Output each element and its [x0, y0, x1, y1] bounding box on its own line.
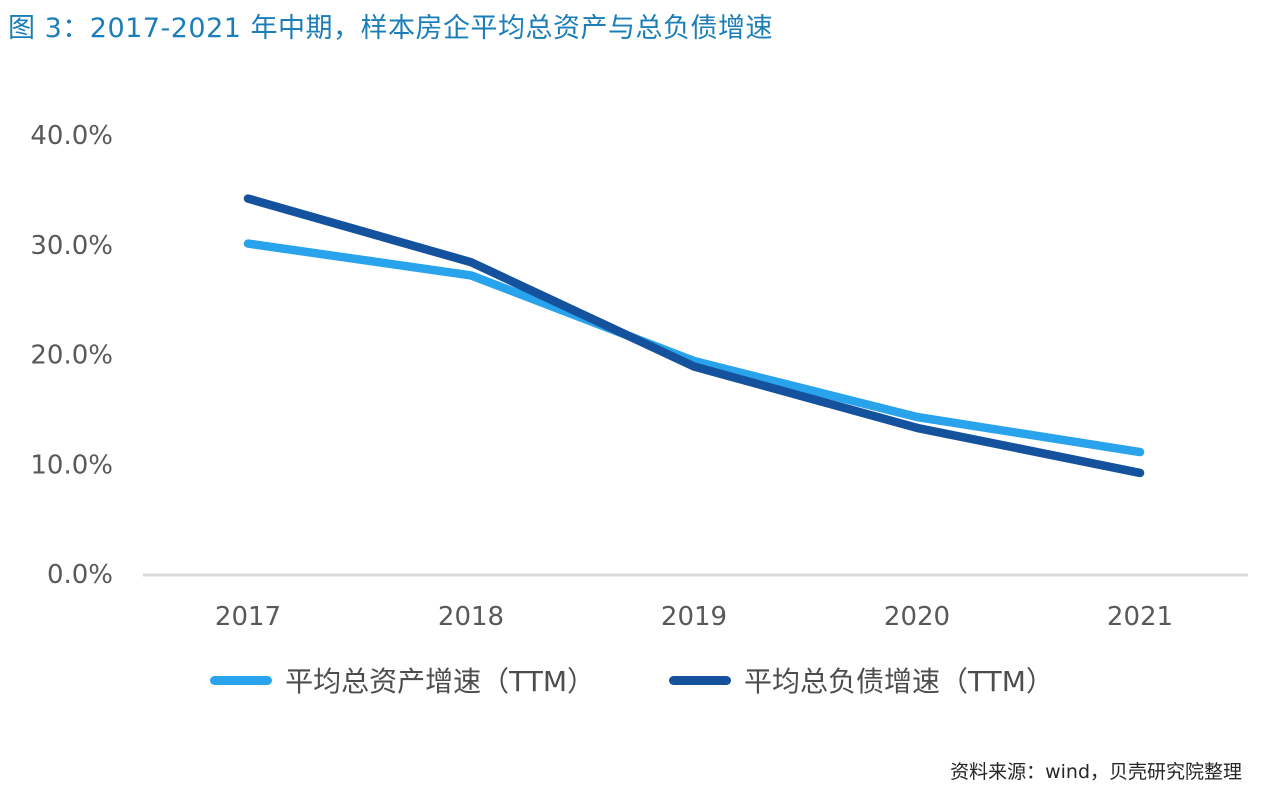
y-tick-label: 0.0% — [47, 560, 113, 590]
x-tick-label: 2021 — [1107, 602, 1173, 632]
legend-item-assets: 平均总资产增速（TTM） — [210, 660, 595, 700]
y-tick-label: 30.0% — [30, 231, 113, 261]
x-tick-label: 2020 — [884, 602, 950, 632]
x-tick-label: 2019 — [661, 602, 727, 632]
legend-label: 平均总资产增速（TTM） — [285, 665, 595, 698]
y-tick-label: 40.0% — [30, 121, 113, 151]
figure-title: 图 3：2017-2021 年中期，样本房企平均总资产与总负债增速 — [8, 13, 774, 44]
legend-swatch-icon — [210, 675, 273, 685]
y-tick-label: 20.0% — [30, 341, 113, 371]
chart-legend: 平均总资产增速（TTM） 平均总负债增速（TTM） — [30, 660, 1234, 700]
series-line-assets — [243, 239, 1145, 457]
x-tick-label: 2017 — [215, 602, 281, 632]
legend-item-liabilities: 平均总负债增速（TTM） — [669, 660, 1054, 700]
y-tick-label: 10.0% — [30, 450, 113, 480]
line-chart: 0.0% 10.0% 20.0% 30.0% 40.0% 2017 2018 2019 2020… — [30, 121, 1248, 632]
x-tick-label: 2018 — [438, 602, 504, 632]
legend-swatch-icon — [669, 675, 731, 685]
source-note: 资料来源：wind，贝壳研究院整理 — [950, 761, 1242, 783]
legend-label: 平均总负债增速（TTM） — [744, 665, 1054, 698]
series-line-liabilities — [243, 194, 1145, 478]
